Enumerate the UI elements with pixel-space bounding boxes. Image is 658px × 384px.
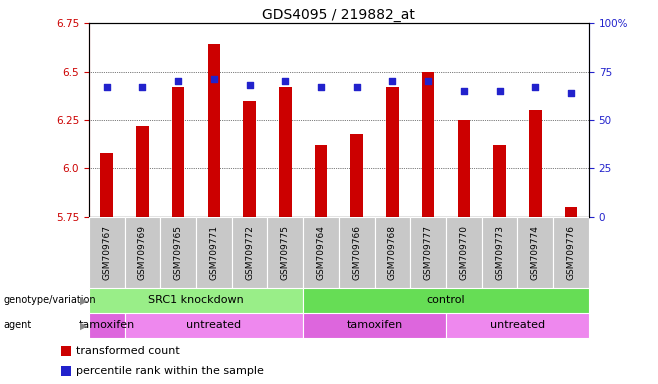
Point [209, 76, 219, 82]
Point [101, 84, 112, 90]
Point [280, 78, 291, 84]
Text: transformed count: transformed count [76, 346, 180, 356]
FancyBboxPatch shape [482, 217, 517, 288]
Text: GSM709775: GSM709775 [281, 225, 290, 280]
Bar [172, 87, 184, 217]
Text: GSM709771: GSM709771 [209, 225, 218, 280]
Point [530, 84, 541, 90]
Text: GSM709768: GSM709768 [388, 225, 397, 280]
Bar [61, 346, 71, 356]
FancyBboxPatch shape [89, 313, 124, 338]
Title: GDS4095 / 219882_at: GDS4095 / 219882_at [263, 8, 415, 22]
FancyBboxPatch shape [196, 217, 232, 288]
Point [566, 90, 576, 96]
Text: ▶: ▶ [80, 320, 88, 331]
Text: GSM709774: GSM709774 [531, 225, 540, 280]
FancyBboxPatch shape [161, 217, 196, 288]
FancyBboxPatch shape [89, 288, 303, 313]
FancyBboxPatch shape [232, 217, 267, 288]
Text: GSM709765: GSM709765 [174, 225, 183, 280]
Point [459, 88, 469, 94]
FancyBboxPatch shape [267, 217, 303, 288]
Text: genotype/variation: genotype/variation [3, 295, 96, 306]
Point [137, 84, 147, 90]
Text: SRC1 knockdown: SRC1 knockdown [148, 295, 244, 306]
Text: agent: agent [3, 320, 32, 331]
FancyBboxPatch shape [303, 313, 446, 338]
FancyBboxPatch shape [517, 217, 553, 288]
Text: control: control [427, 295, 465, 306]
Bar [243, 101, 256, 217]
Bar [61, 366, 71, 376]
FancyBboxPatch shape [446, 217, 482, 288]
Bar [529, 110, 542, 217]
Bar [315, 145, 327, 217]
FancyBboxPatch shape [303, 288, 589, 313]
FancyBboxPatch shape [339, 217, 374, 288]
Point [494, 88, 505, 94]
FancyBboxPatch shape [124, 217, 161, 288]
FancyBboxPatch shape [124, 313, 303, 338]
Text: GSM709769: GSM709769 [138, 225, 147, 280]
FancyBboxPatch shape [89, 217, 124, 288]
Text: untreated: untreated [490, 320, 545, 331]
FancyBboxPatch shape [553, 217, 589, 288]
Bar [351, 134, 363, 217]
Point [173, 78, 184, 84]
Text: GSM709777: GSM709777 [424, 225, 433, 280]
Text: tamoxifen: tamoxifen [78, 320, 135, 331]
Bar [457, 120, 470, 217]
Bar [101, 153, 113, 217]
Point [423, 78, 434, 84]
Text: GSM709770: GSM709770 [459, 225, 468, 280]
Point [351, 84, 362, 90]
Text: percentile rank within the sample: percentile rank within the sample [76, 366, 264, 376]
Bar [386, 87, 399, 217]
Text: GSM709767: GSM709767 [102, 225, 111, 280]
FancyBboxPatch shape [446, 313, 589, 338]
Bar [136, 126, 149, 217]
FancyBboxPatch shape [303, 217, 339, 288]
Bar [422, 71, 434, 217]
FancyBboxPatch shape [411, 217, 446, 288]
Point [316, 84, 326, 90]
Bar [279, 87, 291, 217]
Text: GSM709766: GSM709766 [352, 225, 361, 280]
Text: GSM709776: GSM709776 [567, 225, 576, 280]
Text: ▶: ▶ [80, 295, 88, 306]
Text: GSM709773: GSM709773 [495, 225, 504, 280]
Bar [565, 207, 577, 217]
Bar [494, 145, 506, 217]
Point [244, 82, 255, 88]
FancyBboxPatch shape [374, 217, 411, 288]
Bar [208, 45, 220, 217]
Text: tamoxifen: tamoxifen [347, 320, 403, 331]
Text: GSM709772: GSM709772 [245, 225, 254, 280]
Point [387, 78, 397, 84]
Text: untreated: untreated [186, 320, 241, 331]
Text: GSM709764: GSM709764 [316, 225, 326, 280]
